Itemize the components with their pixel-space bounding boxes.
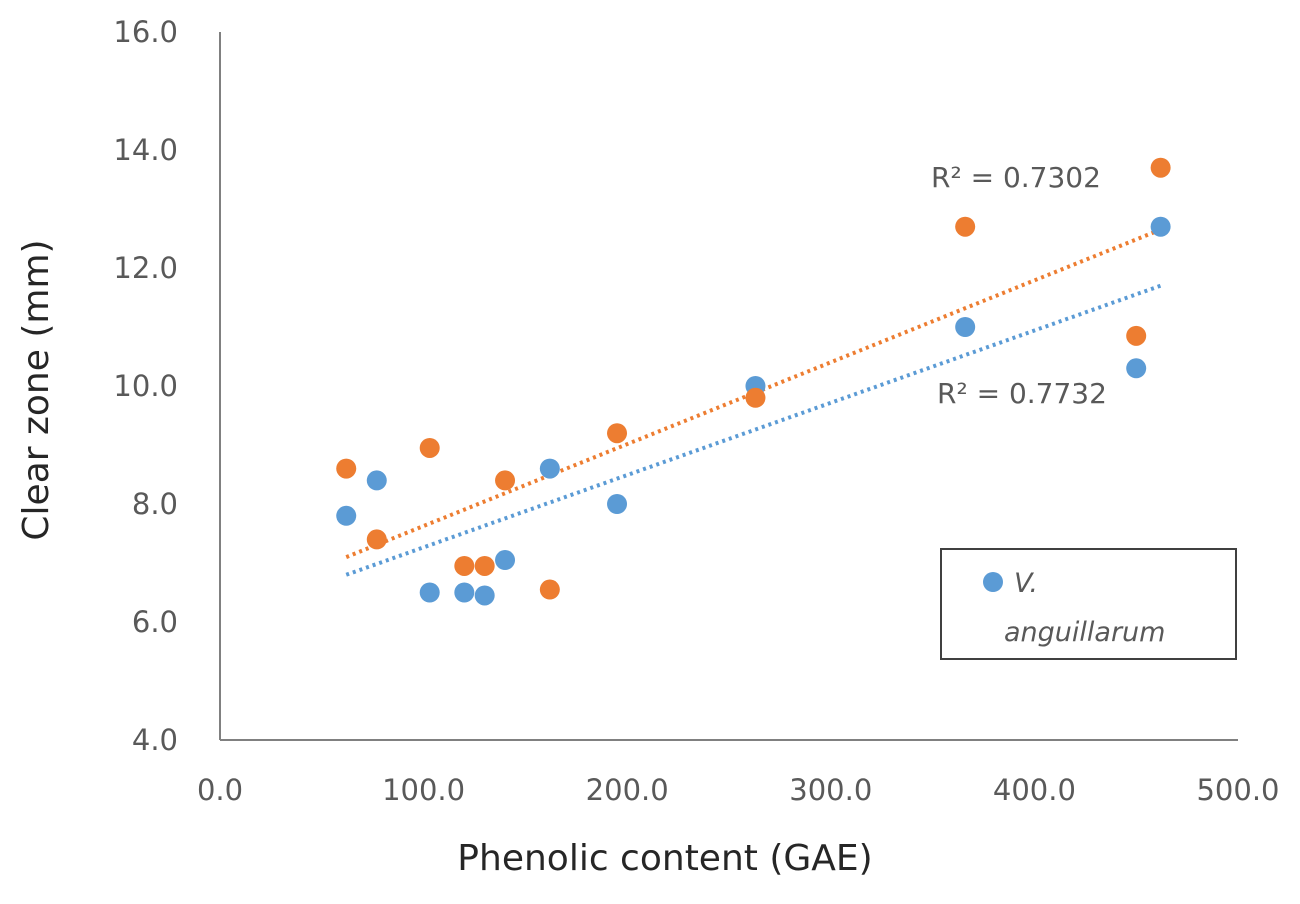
data-point bbox=[419, 582, 440, 603]
r-squared-label-1: R² = 0.7302 bbox=[931, 161, 1101, 194]
data-point bbox=[1150, 216, 1171, 237]
axes bbox=[219, 32, 1238, 741]
x-tick-label: 500.0 bbox=[1196, 773, 1279, 807]
data-point bbox=[366, 529, 387, 550]
x-axis-title: Phenolic content (GAE) bbox=[457, 838, 872, 879]
data-point bbox=[539, 458, 560, 479]
y-tick-label: 6.0 bbox=[132, 605, 178, 639]
data-point bbox=[419, 437, 440, 458]
legend-box bbox=[940, 548, 1237, 660]
legend-label-line1: V. bbox=[1014, 568, 1038, 599]
data-point bbox=[955, 216, 976, 237]
data-point bbox=[539, 579, 560, 600]
data-point bbox=[454, 582, 475, 603]
r-squared-label-0: R² = 0.7732 bbox=[937, 377, 1107, 410]
data-point bbox=[336, 458, 357, 479]
data-point bbox=[366, 470, 387, 491]
data-point bbox=[336, 505, 357, 526]
y-tick-label: 12.0 bbox=[113, 251, 178, 285]
legend-marker bbox=[983, 572, 1003, 592]
y-tick-label: 8.0 bbox=[132, 487, 178, 521]
y-tick-labels: 4.0 6.0 8.0 10.0 12.0 14.0 16.0 bbox=[113, 15, 178, 757]
data-points bbox=[336, 157, 1171, 606]
r-squared-labels: R² = 0.7732 R² = 0.7302 bbox=[931, 161, 1107, 410]
data-point bbox=[1126, 358, 1147, 379]
data-point bbox=[454, 555, 475, 576]
x-tick-labels: 0.0 100.0 200.0 300.0 400.0 500.0 bbox=[197, 773, 1280, 807]
trendline-0 bbox=[345, 283, 1162, 577]
data-point bbox=[495, 550, 516, 571]
y-tick-label: 14.0 bbox=[113, 133, 178, 167]
data-point bbox=[1150, 157, 1171, 178]
data-point bbox=[1126, 325, 1147, 346]
x-tick-label: 0.0 bbox=[197, 773, 243, 807]
x-tick-label: 100.0 bbox=[382, 773, 465, 807]
data-point bbox=[474, 555, 495, 576]
legend-label-line2: anguillarum bbox=[1004, 617, 1165, 648]
data-point bbox=[495, 470, 516, 491]
x-tick-label: 300.0 bbox=[789, 773, 872, 807]
data-point bbox=[474, 585, 495, 606]
legend: V. anguillarum bbox=[940, 548, 1237, 660]
y-tick-label: 4.0 bbox=[132, 723, 178, 757]
data-point bbox=[607, 423, 628, 444]
y-axis-title: Clear zone (mm) bbox=[16, 239, 57, 540]
data-point bbox=[745, 387, 766, 408]
y-tick-label: 10.0 bbox=[113, 369, 178, 403]
data-point bbox=[607, 494, 628, 514]
x-tick-label: 400.0 bbox=[993, 773, 1076, 807]
x-tick-label: 200.0 bbox=[586, 773, 669, 807]
data-point bbox=[955, 317, 976, 337]
y-tick-label: 16.0 bbox=[113, 15, 178, 49]
